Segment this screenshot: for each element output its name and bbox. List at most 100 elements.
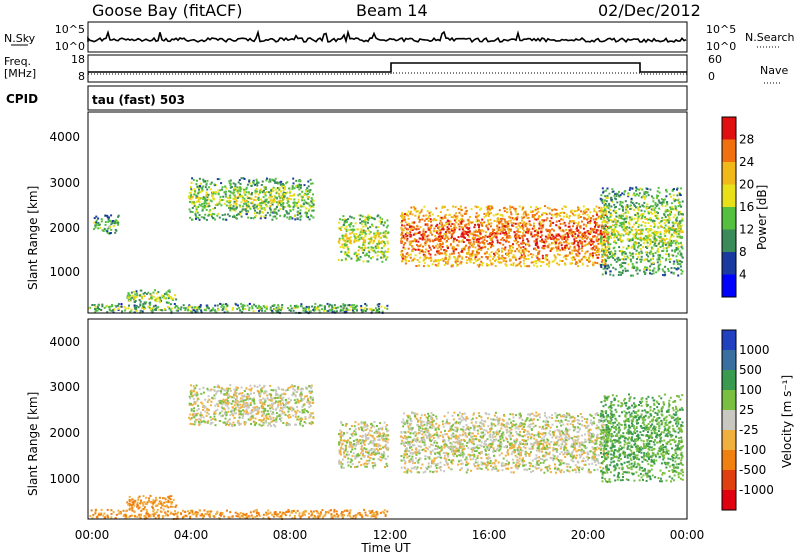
power-cell: [606, 235, 609, 238]
power-cell: [573, 231, 576, 234]
velocity-cell: [356, 513, 359, 516]
power-cell: [212, 207, 215, 210]
power-cell: [625, 233, 628, 235]
power-cell: [307, 216, 310, 219]
power-cell: [574, 221, 577, 224]
power-cell: [234, 207, 237, 210]
velocity-cell: [336, 515, 339, 518]
power-cell: [478, 230, 480, 233]
power-cell: [350, 222, 353, 224]
power-cell: [168, 290, 171, 293]
power-cell: [439, 243, 442, 246]
power-cell: [358, 214, 361, 217]
power-cell: [617, 233, 620, 236]
power-cell: [507, 220, 510, 223]
power-cell: [382, 234, 385, 237]
power-cell: [364, 307, 367, 310]
power-cell: [662, 249, 665, 252]
power-cell: [432, 230, 435, 232]
power-cell: [564, 246, 566, 249]
velocity-cell: [115, 513, 118, 516]
power-cell: [600, 264, 603, 266]
power-cell: [496, 220, 499, 223]
power-cell: [647, 255, 650, 258]
power-cell: [354, 307, 356, 309]
power-cell: [613, 258, 616, 261]
velocity-cell: [357, 512, 360, 515]
velocity-cell: [229, 511, 232, 514]
power-cell: [348, 225, 351, 228]
power-cell: [299, 209, 302, 212]
power-cell: [419, 243, 422, 246]
power-cell: [521, 249, 524, 252]
power-cell: [250, 198, 253, 200]
power-cell: [168, 307, 171, 310]
velocity-cell: [340, 512, 343, 515]
power-cell: [204, 194, 207, 197]
power-cell: [140, 297, 143, 300]
power-cell: [519, 246, 522, 249]
power-cell: [604, 195, 607, 198]
power-cell: [612, 266, 615, 269]
power-cell: [548, 207, 551, 210]
power-cell: [364, 222, 367, 225]
power-cell: [646, 245, 649, 248]
power-cell: [668, 230, 671, 233]
power-cell: [681, 219, 684, 222]
velocity-cell: [258, 514, 261, 517]
power-cell: [310, 214, 312, 217]
power-cell: [128, 304, 130, 307]
power-cell: [206, 198, 209, 201]
power-cell: [376, 309, 378, 312]
power-cell: [468, 241, 471, 244]
power-cell: [243, 200, 246, 203]
power-cell: [649, 219, 652, 222]
velocity-cell: [238, 513, 241, 516]
power-cell: [134, 301, 136, 303]
power-cell: [465, 212, 468, 215]
power-cell: [270, 189, 273, 192]
power-cell: [454, 206, 457, 208]
power-cell: [264, 194, 267, 197]
power-cell: [599, 214, 602, 217]
power-cell: [260, 215, 263, 218]
velocity-cell: [341, 517, 344, 520]
power-cell: [636, 272, 639, 275]
power-cell: [252, 217, 255, 220]
power-cell: [404, 221, 407, 224]
velocity-cell: [188, 512, 191, 514]
power-cell: [201, 208, 204, 211]
power-cell: [521, 242, 524, 245]
power-cell: [523, 262, 525, 265]
power-cell: [135, 296, 138, 298]
velocity-cell: [206, 513, 208, 516]
power-cell: [203, 200, 206, 203]
power-cell: [564, 254, 567, 257]
power-cell: [558, 234, 561, 237]
beam-title: Beam 14: [356, 1, 428, 20]
power-cell: [116, 223, 119, 226]
power-cell: [574, 214, 577, 217]
power-cell: [636, 217, 639, 220]
power-cell: [670, 202, 673, 205]
power-cell: [425, 241, 428, 244]
power-cell: [631, 246, 634, 249]
power-cell: [509, 258, 512, 261]
power-cell: [677, 213, 680, 216]
power-cell: [212, 191, 214, 194]
power-cell: [645, 251, 647, 254]
power-cell: [563, 248, 566, 251]
power-cell: [570, 257, 573, 259]
power-cell: [282, 186, 285, 189]
power-cell: [517, 244, 520, 247]
power-cell: [205, 183, 208, 186]
velocity-cell: [134, 515, 137, 518]
power-cell: [586, 236, 589, 239]
power-cell: [597, 233, 600, 236]
power-cell: [198, 218, 201, 221]
power-cell: [338, 239, 341, 242]
velocity-cell: [125, 515, 128, 517]
power-cell: [619, 238, 622, 241]
power-cell: [533, 227, 536, 230]
power-cell: [426, 256, 429, 259]
